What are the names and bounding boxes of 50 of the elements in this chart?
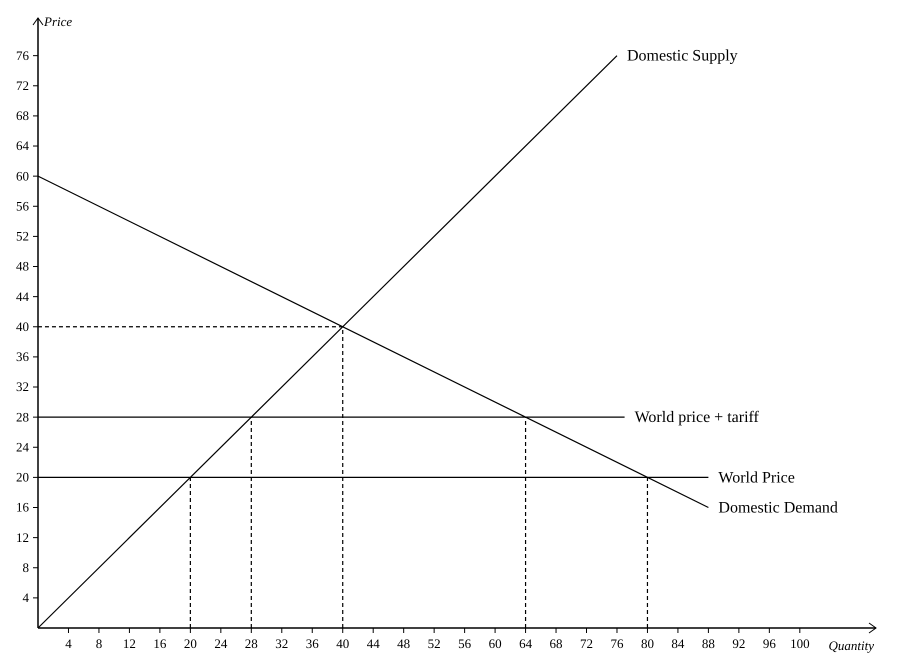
series-label: Domestic Demand — [718, 500, 838, 517]
x-tick-label: 64 — [519, 636, 533, 652]
x-tick-label: 36 — [306, 636, 320, 652]
x-tick-label: 32 — [275, 636, 288, 652]
x-tick-label: 28 — [244, 636, 258, 652]
y-tick-label: 48 — [16, 258, 29, 274]
y-tick-label: 76 — [16, 48, 30, 63]
x-axis-title: Quantity — [828, 638, 874, 653]
x-tick-label: 24 — [214, 636, 228, 652]
series-label: Domestic Supply — [626, 48, 738, 65]
x-tick-label: 96 — [762, 636, 776, 652]
y-tick-label: 28 — [16, 409, 29, 424]
y-axis-title: Price — [43, 14, 72, 29]
x-tick-label: 48 — [397, 636, 410, 652]
x-tick-label: 44 — [366, 636, 380, 652]
x-tick-label: 12 — [122, 636, 136, 652]
x-tick-label: 4 — [65, 636, 72, 652]
y-tick-label: 40 — [16, 318, 29, 334]
x-tick-label: 80 — [640, 636, 654, 652]
y-tick-label: 56 — [16, 198, 30, 214]
y-tick-label: 24 — [16, 439, 30, 454]
x-tick-label: 52 — [428, 636, 441, 652]
y-tick-label: 44 — [16, 288, 30, 304]
y-tick-label: 64 — [16, 138, 30, 154]
y-tick-label: 36 — [16, 349, 30, 364]
y-tick-label: 16 — [16, 500, 30, 515]
x-tick-label: 16 — [153, 636, 167, 652]
x-tick-label: 40 — [336, 636, 350, 652]
y-tick-label: 72 — [16, 78, 29, 93]
x-tick-label: 100 — [790, 636, 810, 652]
y-tick-label: 8 — [22, 560, 29, 575]
x-tick-label: 84 — [671, 636, 685, 652]
x-tick-label: 76 — [610, 636, 624, 652]
y-tick-label: 12 — [16, 530, 29, 545]
x-tick-label: 92 — [732, 636, 746, 652]
y-tick-label: 68 — [16, 108, 29, 124]
x-tick-label: 68 — [550, 636, 563, 652]
y-tick-label: 4 — [22, 590, 30, 606]
series-label: World Price — [718, 469, 795, 486]
y-tick-label: 20 — [16, 470, 29, 485]
y-tick-label: 32 — [16, 379, 29, 394]
x-tick-label: 8 — [96, 636, 102, 652]
x-tick-label: 60 — [488, 636, 502, 652]
x-tick-label: 20 — [184, 636, 197, 652]
y-tick-label: 52 — [16, 228, 29, 244]
x-tick-label: 88 — [702, 636, 715, 652]
x-tick-label: 72 — [580, 636, 594, 652]
series-label: World price + tariff — [634, 409, 760, 426]
x-tick-label: 56 — [458, 636, 472, 652]
y-tick-label: 60 — [16, 168, 29, 184]
